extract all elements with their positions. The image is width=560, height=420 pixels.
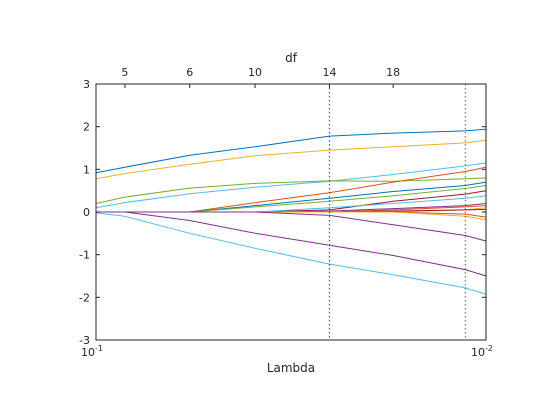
y-tick-label: 0 xyxy=(83,206,90,219)
coefficient-path-16 xyxy=(96,211,487,242)
coefficient-path-1 xyxy=(95,128,487,174)
x-axis: 10-1 10-2 xyxy=(81,336,493,359)
coefficient-path-5 xyxy=(96,166,487,213)
top-axis-label: df xyxy=(285,51,298,65)
x-tick-label: 10-1 xyxy=(81,344,103,359)
top-axis: 5 6 10 14 18 xyxy=(121,66,400,88)
x-tick-label: 10-2 xyxy=(471,344,493,359)
top-tick-label: 18 xyxy=(386,66,400,79)
top-tick-label: 14 xyxy=(322,66,336,79)
coefficient-path-3 xyxy=(95,162,487,209)
y-tick-label: -1 xyxy=(79,249,90,262)
y-tick-label: 2 xyxy=(83,121,90,134)
top-tick-label: 5 xyxy=(121,66,128,79)
coefficient-path-17 xyxy=(96,211,487,277)
x-axis-label: Lambda xyxy=(267,361,315,375)
top-tick-label: 10 xyxy=(248,66,262,79)
y-tick-label: -3 xyxy=(79,334,90,347)
series-layer xyxy=(95,128,487,295)
vline-layer xyxy=(328,84,466,340)
coefficient-path-2 xyxy=(95,139,487,180)
y-tick-label: 3 xyxy=(83,78,90,91)
coefficient-path-18 xyxy=(95,212,487,295)
coefficient-path-4 xyxy=(95,177,487,204)
y-tick-label: 1 xyxy=(83,163,90,176)
y-tick-label: -2 xyxy=(79,291,90,304)
y-axis: -3 -2 -1 0 1 2 3 xyxy=(79,78,486,347)
top-tick-label: 6 xyxy=(186,66,193,79)
